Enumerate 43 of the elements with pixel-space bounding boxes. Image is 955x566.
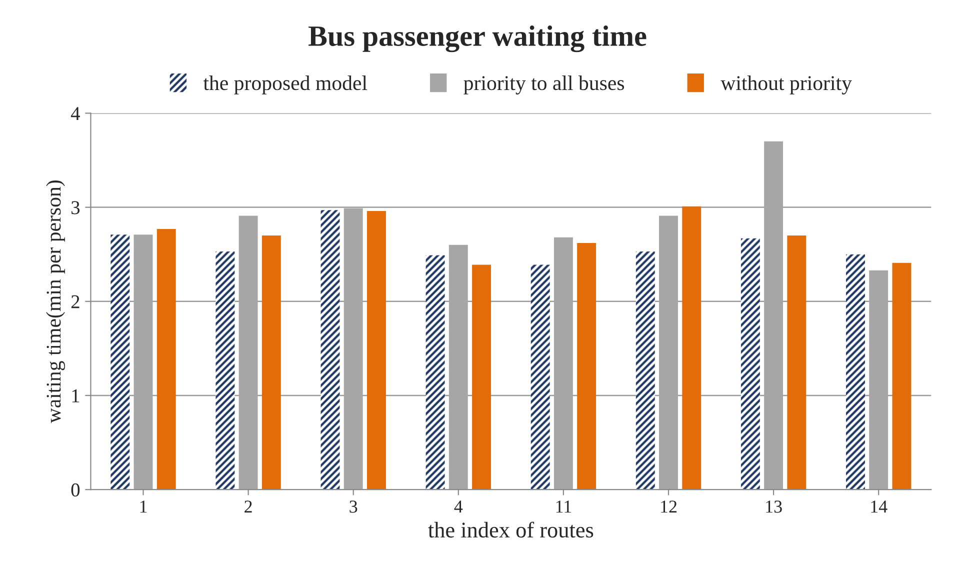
x-axis-title: the index of routes xyxy=(428,522,594,538)
x-tick-label: 13 xyxy=(766,500,782,513)
bar xyxy=(892,262,912,490)
y-tick-label: 1 xyxy=(72,389,80,402)
x-tick-label: 4 xyxy=(454,500,463,513)
x-tick-label: 12 xyxy=(661,500,677,513)
bar xyxy=(682,206,702,490)
legend-label: the proposed model xyxy=(203,76,368,94)
y-tick-label: 4 xyxy=(70,107,80,120)
bar xyxy=(472,264,491,490)
x-tick-label: 3 xyxy=(350,500,358,513)
bar xyxy=(426,255,445,490)
bar xyxy=(787,236,806,490)
y-tick-label: 0 xyxy=(71,483,80,497)
bar xyxy=(110,234,130,490)
bar xyxy=(577,243,596,490)
bar xyxy=(344,208,363,490)
y-tick-label: 3 xyxy=(72,201,80,214)
legend-label: without priority xyxy=(720,76,852,94)
bar xyxy=(366,211,386,490)
bar xyxy=(869,270,888,490)
bar xyxy=(216,252,235,490)
bar xyxy=(262,236,281,490)
chart-title: Bus passenger waiting time xyxy=(308,25,646,52)
legend-label: priority to all buses xyxy=(464,76,624,94)
y-axis-title: waiting time(min per person) xyxy=(46,180,66,424)
bar xyxy=(448,244,468,490)
bar xyxy=(764,141,784,490)
y-tick-label: 2 xyxy=(71,295,80,308)
bar xyxy=(320,210,340,490)
x-tick-label: 14 xyxy=(871,500,888,513)
x-tick-label: 2 xyxy=(244,500,252,513)
bar xyxy=(636,252,655,490)
bar xyxy=(156,228,176,490)
bar xyxy=(659,216,678,490)
bar xyxy=(846,254,865,490)
bar xyxy=(134,234,153,490)
bar xyxy=(554,237,573,490)
x-tick-label: 11 xyxy=(556,500,572,513)
bar xyxy=(530,264,550,490)
bar xyxy=(238,216,258,490)
x-tick-label: 1 xyxy=(140,500,147,513)
bar xyxy=(740,238,760,490)
